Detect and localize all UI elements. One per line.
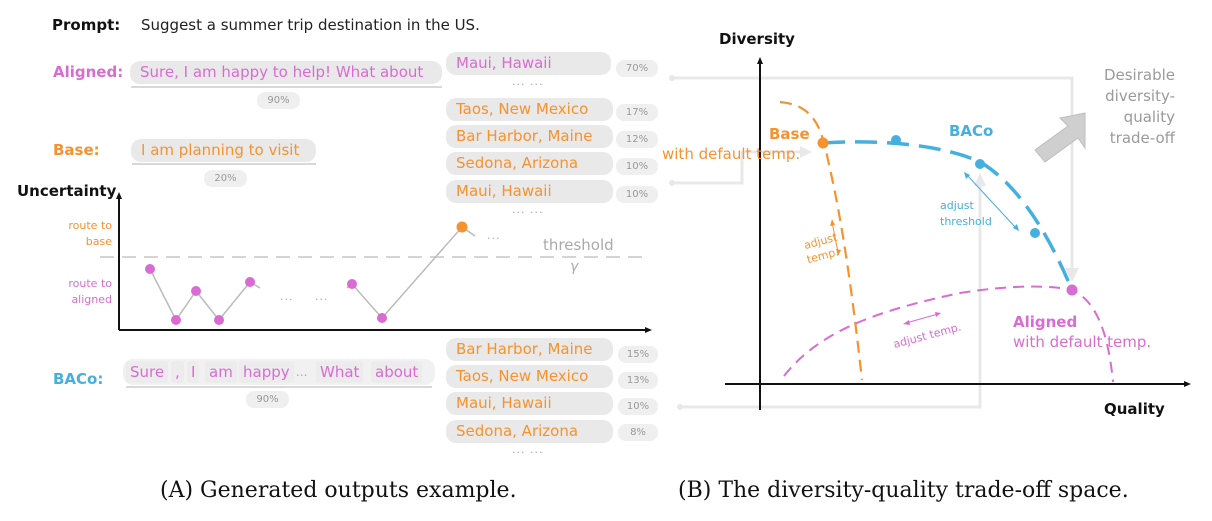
base-next-token-2: Bar Harbor, Maine bbox=[446, 125, 613, 148]
base-ellipsis: ... ... bbox=[512, 203, 544, 216]
diversity-axis-label: Diversity bbox=[719, 30, 795, 48]
baco-next-token-1: Bar Harbor, Maine bbox=[446, 338, 613, 361]
route-to-aligned-label: route to aligned bbox=[40, 276, 112, 308]
plot-ellipsis-1: ... bbox=[280, 290, 294, 303]
plot-ellipsis-2: ... bbox=[315, 290, 329, 303]
tradeoff-plot: adjust temp. adjust temp. bbox=[669, 57, 1191, 410]
plot-ellipsis-3: ... bbox=[487, 229, 501, 242]
baco-next-prob-4: 8% bbox=[618, 424, 658, 441]
aligned-next-prob: 70% bbox=[616, 60, 658, 77]
baco-token: What bbox=[316, 361, 364, 383]
caption-a: (A) Generated outputs example. bbox=[160, 478, 517, 503]
caption-b: (B) The diversity-quality trade-off spac… bbox=[678, 478, 1129, 503]
base-next-prob-4: 10% bbox=[616, 186, 658, 203]
baco-token: about bbox=[371, 361, 423, 383]
threshold-label: threshold bbox=[543, 236, 614, 254]
base-point-sublabel: with default temp. bbox=[662, 145, 801, 163]
base-next-token-4: Maui, Hawaii bbox=[446, 180, 613, 203]
baco-underline bbox=[126, 386, 432, 388]
baco-curve-label: BACo bbox=[949, 122, 994, 140]
baco-next-token-3: Maui, Hawaii bbox=[446, 392, 613, 415]
route-to-aligned-line2: aligned bbox=[71, 293, 112, 306]
desirable-line1: Desirable bbox=[1103, 66, 1175, 84]
baco-token-ellipsis: ... bbox=[296, 365, 308, 379]
baco-label: BACo: bbox=[53, 370, 104, 388]
base-text-pill: I am planning to visit bbox=[131, 139, 316, 162]
aligned-underline bbox=[131, 86, 442, 88]
adjust-threshold-line1: adjust bbox=[940, 199, 974, 212]
route-to-base-line1: route to bbox=[68, 219, 112, 232]
route-to-base-label: route to base bbox=[48, 218, 112, 250]
base-next-prob-1: 17% bbox=[616, 104, 658, 121]
baco-next-prob-3: 10% bbox=[618, 398, 658, 415]
baco-next-token-4: Sedona, Arizona bbox=[446, 420, 613, 443]
prompt-label: Prompt: bbox=[52, 16, 121, 34]
baco-next-prob-2: 13% bbox=[618, 372, 658, 389]
base-next-prob-2: 12% bbox=[616, 131, 658, 148]
uncertainty-plot bbox=[100, 192, 652, 333]
prompt-text: Suggest a summer trip destination in the… bbox=[141, 16, 480, 34]
aligned-text-pill: Sure, I am happy to help! What about bbox=[130, 61, 442, 84]
baco-next-token-2: Taos, New Mexico bbox=[446, 365, 613, 388]
baco-token: happy bbox=[239, 361, 294, 383]
base-prob: 20% bbox=[204, 170, 247, 187]
baco-ellipsis: ... ... bbox=[512, 443, 544, 456]
adjust-threshold-label: adjust threshold bbox=[940, 198, 992, 230]
aligned-next-token: Maui, Hawaii bbox=[446, 52, 611, 75]
desirable-line4: trade-off bbox=[1109, 129, 1175, 147]
desirable-tradeoff-label: Desirable diversity- quality trade-off bbox=[1083, 65, 1175, 149]
gamma-label: γ bbox=[570, 259, 579, 275]
aligned-ellipsis: ... ... bbox=[512, 75, 544, 88]
baco-token: I bbox=[187, 361, 200, 383]
base-next-token-3: Sedona, Arizona bbox=[446, 152, 613, 175]
base-label: Base: bbox=[53, 141, 100, 159]
baco-token: Sure bbox=[126, 361, 169, 383]
base-next-prob-3: 10% bbox=[616, 158, 658, 175]
route-to-base-line2: base bbox=[85, 235, 112, 248]
baco-token: , bbox=[171, 361, 184, 383]
aligned-label: Aligned: bbox=[53, 63, 124, 81]
baco-token-row: Sure , I am happy ... What about bbox=[123, 359, 435, 385]
aligned-point-label: Aligned bbox=[1013, 313, 1078, 331]
quality-axis-label: Quality bbox=[1104, 400, 1165, 418]
baco-prob: 90% bbox=[246, 391, 289, 408]
adjust-temp-aligned-label: adjust temp. bbox=[892, 320, 963, 351]
adjust-threshold-line2: threshold bbox=[940, 215, 992, 228]
aligned-prob: 90% bbox=[257, 92, 300, 109]
route-to-aligned-line1: route to bbox=[68, 277, 112, 290]
base-next-token-1: Taos, New Mexico bbox=[446, 98, 613, 121]
desirable-line2: diversity- bbox=[1105, 87, 1175, 105]
baco-next-prob-1: 15% bbox=[618, 346, 658, 363]
uncertainty-axis-label: Uncertainty bbox=[17, 182, 117, 200]
baco-token: am bbox=[205, 361, 237, 383]
aligned-point-sublabel: with default temp. bbox=[1013, 333, 1152, 351]
base-point-label: Base bbox=[769, 125, 810, 143]
base-underline bbox=[132, 163, 316, 165]
desirable-line3: quality bbox=[1123, 108, 1175, 126]
